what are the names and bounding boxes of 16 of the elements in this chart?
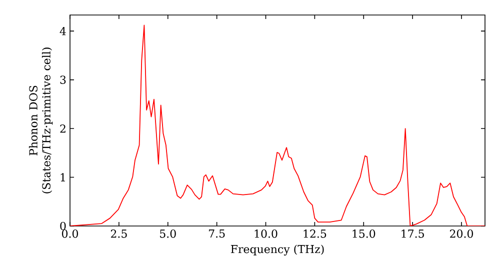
x-axis-title: Frequency (THz) — [230, 244, 324, 256]
x-tick-label: 2.5 — [110, 230, 127, 238]
y-tick-label: 0 — [60, 222, 66, 230]
x-tick-label: 20.0 — [450, 230, 474, 238]
y-tick-label: 2 — [60, 124, 66, 133]
y-tick-label: 3 — [60, 76, 66, 84]
x-tick-label: 17.5 — [402, 230, 424, 238]
x-tick-label: 10.0 — [254, 230, 278, 238]
y-axis-title: Phonon DOS (States/THz·primitive cell) — [28, 48, 53, 194]
x-tick-label: 15.0 — [352, 230, 376, 238]
y-tick-label: 1 — [60, 173, 65, 182]
x-tick-label: 7.5 — [209, 230, 225, 238]
x-tick-label: 0.0 — [62, 230, 78, 238]
x-tick-label: 12.5 — [304, 230, 326, 238]
x-tick-label: 5.0 — [160, 230, 176, 238]
y-tick-label: 4 — [60, 27, 66, 36]
